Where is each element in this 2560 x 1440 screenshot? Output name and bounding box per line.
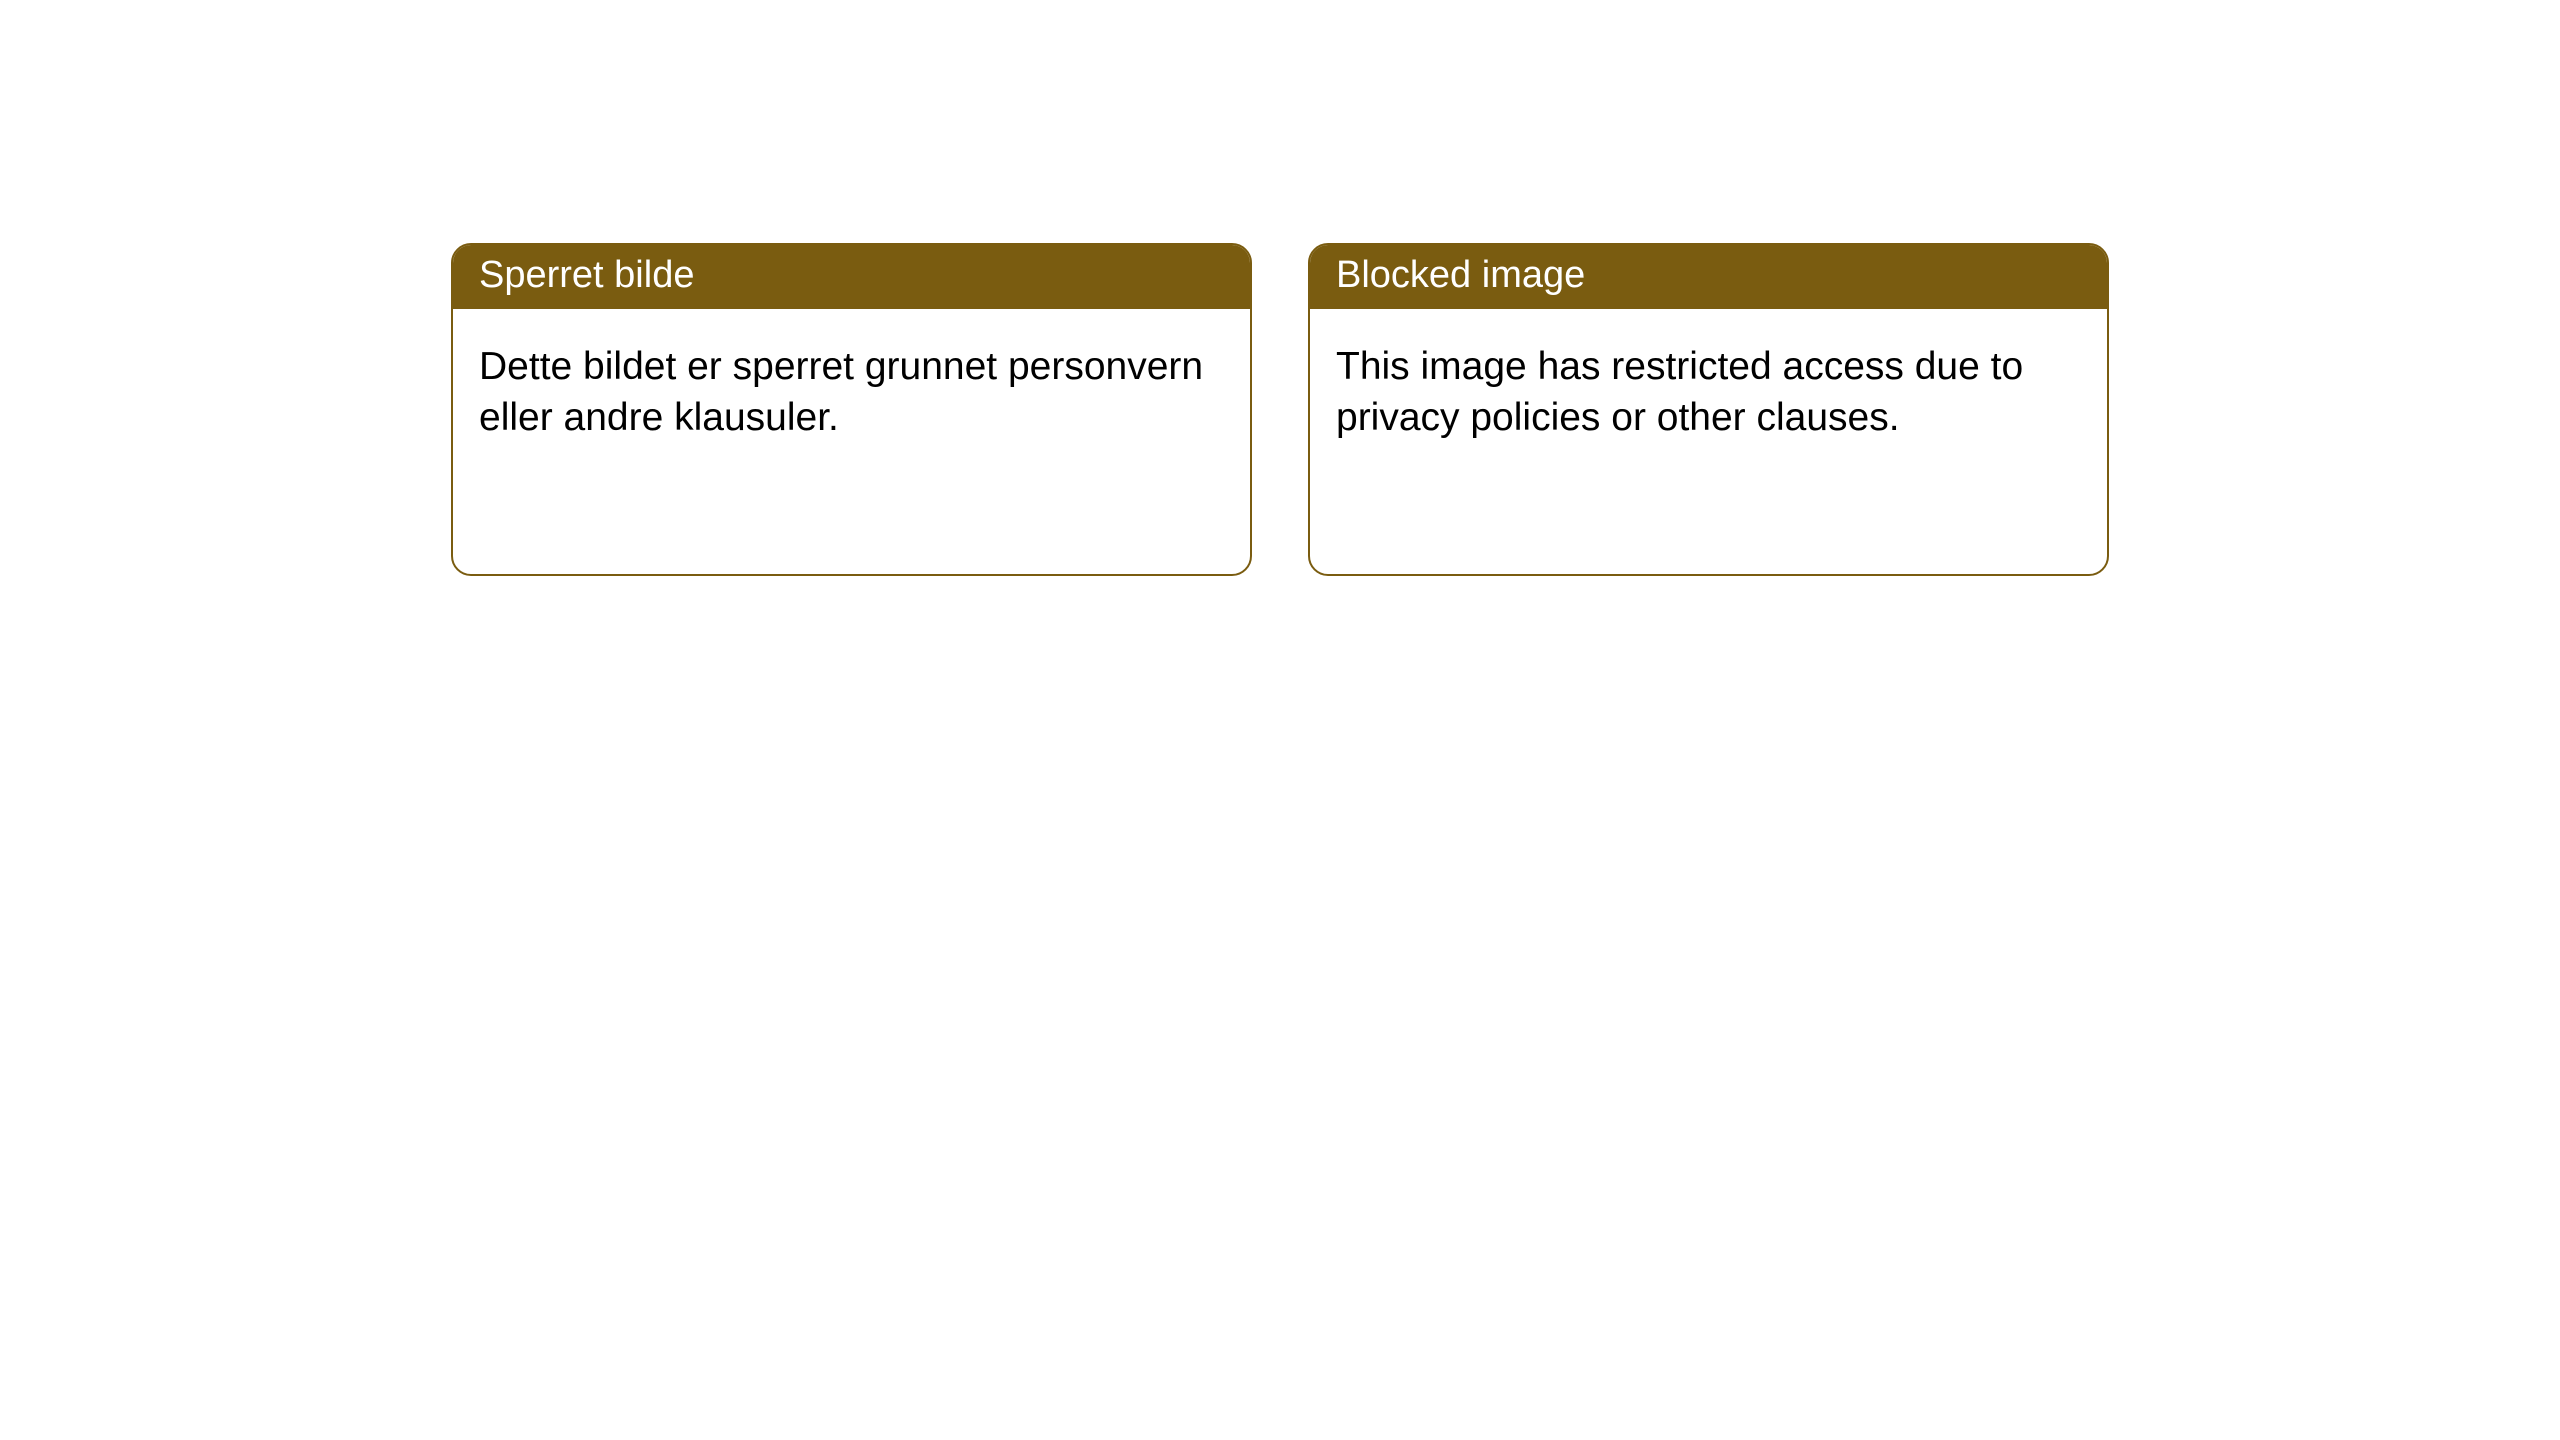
notice-container: Sperret bilde Dette bildet er sperret gr… (0, 0, 2560, 576)
notice-card-norwegian: Sperret bilde Dette bildet er sperret gr… (451, 243, 1252, 576)
notice-body: Dette bildet er sperret grunnet personve… (453, 309, 1250, 476)
notice-card-english: Blocked image This image has restricted … (1308, 243, 2109, 576)
notice-body: This image has restricted access due to … (1310, 309, 2107, 476)
notice-title: Blocked image (1310, 245, 2107, 309)
notice-title: Sperret bilde (453, 245, 1250, 309)
